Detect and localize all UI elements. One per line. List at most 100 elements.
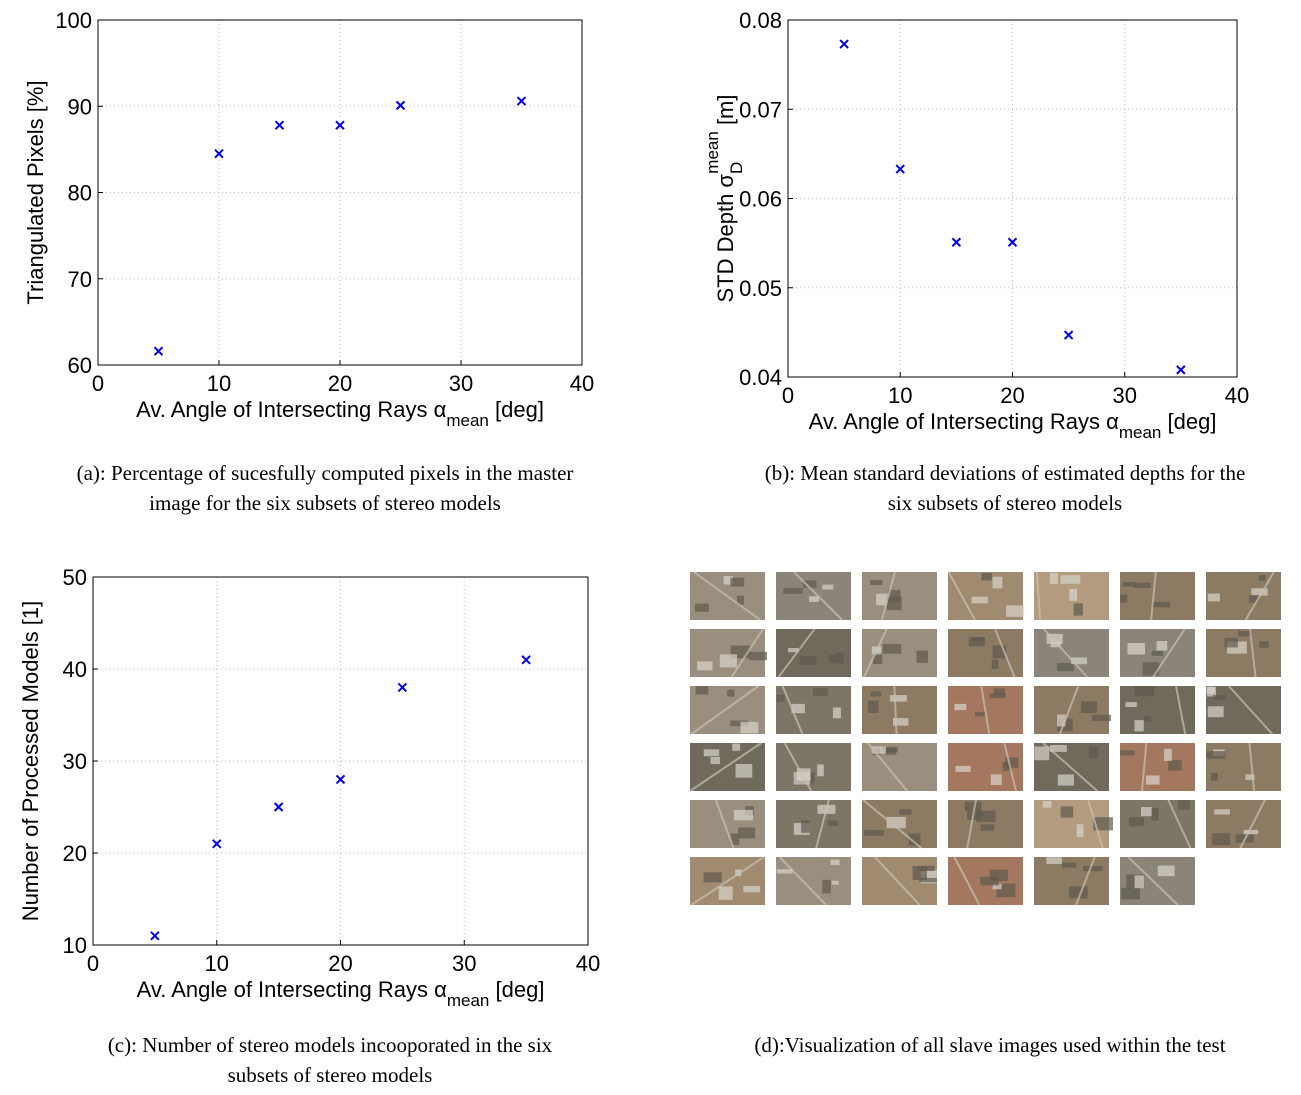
image-detail [873, 652, 883, 665]
point [150, 931, 160, 941]
image-detail [1151, 808, 1159, 821]
image-detail [831, 880, 839, 885]
caption: six subsets of stereo models [888, 491, 1122, 515]
image-detail [1238, 630, 1251, 637]
image-detail [783, 587, 803, 594]
image-detail [975, 712, 986, 717]
image-detail [1060, 806, 1074, 818]
slave-image [776, 799, 851, 849]
slave-image [948, 628, 1023, 678]
slave-image [1206, 571, 1281, 621]
caption: (b): Mean standard deviations of estimat… [765, 461, 1246, 485]
slave-image [1034, 628, 1109, 678]
x-tick-label: 30 [1113, 383, 1137, 408]
image-detail [1134, 720, 1144, 732]
image-detail [740, 721, 759, 734]
image-detail [1141, 807, 1152, 817]
label-part: mean [703, 131, 722, 174]
x-tick-label: 40 [576, 951, 600, 976]
image-road [1152, 628, 1186, 678]
slave-image [1206, 799, 1281, 849]
slave-image [776, 628, 851, 678]
slave-image [690, 685, 765, 735]
image-detail [976, 810, 996, 823]
image-road [1248, 628, 1257, 678]
y-tick-label: 0.04 [739, 365, 782, 390]
image-detail [889, 695, 907, 702]
image-detail [1224, 637, 1238, 648]
image-detail [992, 883, 1002, 890]
image-detail [1152, 601, 1171, 608]
y-axis-label: Triangulated Pixels [%] [23, 80, 48, 304]
image-road [777, 628, 816, 678]
image-road [778, 856, 827, 906]
y-tick-label: 60 [68, 353, 92, 378]
image-detail [1142, 662, 1160, 676]
image-detail [1121, 887, 1140, 900]
x-tick-label: 20 [328, 371, 352, 396]
image-road [862, 799, 923, 849]
image-road [1087, 799, 1104, 849]
slave-image [689, 742, 765, 792]
image-detail [1057, 774, 1074, 786]
y-tick-label: 20 [63, 841, 87, 866]
image-detail [812, 688, 828, 696]
image-detail [1056, 663, 1075, 672]
image-detail [1213, 695, 1226, 701]
image-detail [993, 688, 1005, 696]
label-part: Av. Angle of Intersecting Rays α [809, 409, 1120, 434]
image-detail [743, 886, 761, 893]
y-tick-label: 40 [63, 657, 87, 682]
y-tick-label: 90 [68, 94, 92, 119]
image-detail [1210, 772, 1218, 781]
y-tick-label: 0.06 [739, 187, 782, 212]
image-detail [1134, 686, 1155, 697]
image-road [1058, 685, 1080, 735]
image-road [1042, 742, 1099, 792]
x-tick-label: 30 [452, 951, 476, 976]
image-road [1228, 685, 1273, 735]
image-detail [882, 746, 899, 753]
slave-image [1034, 799, 1114, 849]
image-detail [892, 718, 909, 726]
image-detail [788, 647, 799, 653]
image-detail [828, 654, 836, 663]
image-road [1175, 685, 1187, 735]
x-axis-label: Av. Angle of Intersecting Rays αmean [de… [809, 409, 1217, 442]
image-road [1003, 742, 1017, 792]
image-detail [870, 691, 882, 697]
image-detail [882, 644, 902, 654]
image-detail [738, 827, 756, 839]
image-detail [1177, 800, 1190, 810]
image-road [1239, 799, 1266, 849]
point [335, 774, 346, 785]
image-road [690, 685, 760, 735]
image-detail [1163, 748, 1172, 761]
image-detail [991, 659, 999, 670]
x-tick-label: 30 [449, 371, 473, 396]
x-tick-label: 0 [87, 951, 99, 976]
slave-image [1206, 742, 1281, 792]
image-road [793, 571, 844, 621]
slave-image [948, 685, 1023, 735]
slave-image [1120, 799, 1195, 849]
x-tick-label: 40 [1225, 383, 1249, 408]
image-detail [1249, 595, 1259, 603]
slave-image [1034, 571, 1109, 621]
image-detail [1151, 650, 1164, 656]
image-road [867, 742, 908, 792]
x-axis-label: Av. Angle of Intersecting Rays αmean [de… [137, 977, 545, 1010]
slave-image [690, 628, 768, 678]
image-detail [888, 589, 901, 603]
slave-image [690, 856, 765, 906]
image-detail [954, 703, 967, 711]
image-road [880, 571, 896, 621]
y-tick-label: 0.08 [739, 8, 782, 33]
label-part: Number of Processed Models [1] [18, 601, 43, 921]
image-detail [799, 656, 817, 666]
image-detail [1245, 774, 1255, 780]
image-detail [1069, 588, 1078, 601]
image-detail [886, 816, 906, 829]
image-detail [864, 829, 884, 836]
